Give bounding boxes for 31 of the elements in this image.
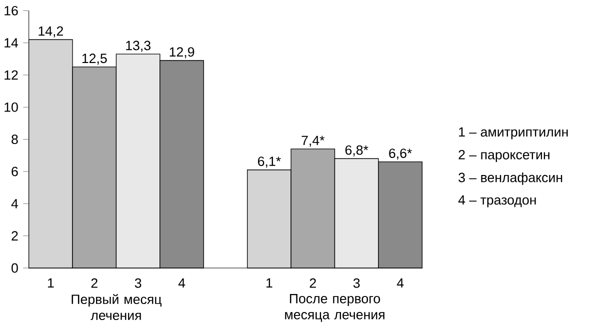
y-tick-label: 8 [12,134,18,144]
x-tick-label: 2 [310,278,316,288]
text: Первый месяц лечения [72,294,162,320]
data-label: 13,3 [126,40,150,52]
data-label: 12,5 [82,54,107,65]
x-tick-label: 2 [91,278,98,288]
y-tick-label: 6 [12,166,18,176]
y-tick-label: 12 [4,70,18,80]
x-tick-label: 1 [266,278,272,288]
y-tick-label: 10 [4,102,18,112]
data-label: 6,1* [258,156,281,168]
text: 3 – венлафаксин [458,172,562,185]
x-tick-label: 1 [48,278,54,288]
text: После первого месяца лечения [285,294,384,322]
data-label: 7,4* [302,136,325,147]
text: 4 – тразодон [458,195,536,208]
x-tick-label: 3 [134,278,142,288]
data-label: 6,8* [345,145,368,156]
data-label: 6,6* [389,148,412,160]
x-tick-label: 4 [178,278,186,288]
y-tick-label: 14 [4,38,18,48]
text: 1 – амитриптилин [459,127,568,140]
y-tick-label: 2 [12,231,18,240]
text: 2 – пароксетин [458,150,550,162]
data-label: 14,2 [38,26,63,38]
y-tick-label: 4 [11,199,18,208]
x-tick-label: 4 [396,278,404,288]
data-label: 12,9 [170,47,194,58]
x-tick-label: 3 [353,278,360,288]
y-tick-label: 0 [12,263,18,273]
y-tick-label: 16 [4,6,18,16]
